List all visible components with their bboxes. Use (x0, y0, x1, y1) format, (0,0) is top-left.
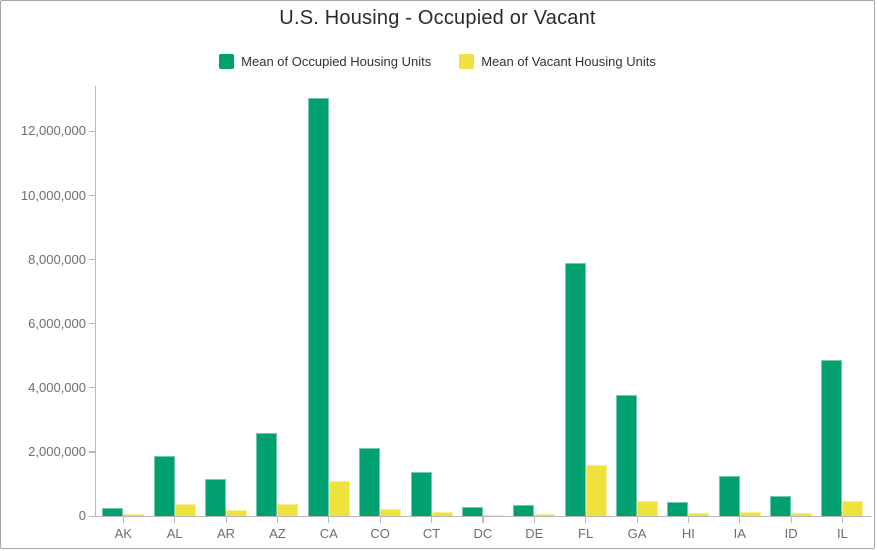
legend-item-vacant[interactable]: Mean of Vacant Housing Units (459, 54, 656, 69)
bar-IA-occupied[interactable] (718, 475, 740, 516)
bar-AR-occupied[interactable] (205, 479, 227, 516)
bar-AR-vacant[interactable] (226, 509, 248, 516)
bar-AZ-occupied[interactable] (256, 432, 278, 516)
x-axis-tick (174, 517, 176, 523)
x-axis-tick (585, 517, 587, 523)
x-axis-tick-label: CO (370, 526, 390, 541)
y-axis-tick-label: 4,000,000 (28, 379, 86, 395)
bar-HI-vacant[interactable] (688, 513, 710, 516)
x-axis-tick (431, 517, 433, 523)
x-axis-tick-label: DC (473, 526, 493, 541)
legend: Mean of Occupied Housing Units Mean of V… (1, 54, 874, 69)
bar-CT-occupied[interactable] (410, 472, 432, 516)
x-axis-tick-label: FL (578, 526, 594, 541)
bar-CT-vacant[interactable] (431, 512, 453, 516)
x-axis-tick (122, 517, 124, 523)
x-axis-tick-label: IL (837, 526, 848, 541)
y-axis-tick-label: 2,000,000 (28, 443, 86, 459)
bar-GA-occupied[interactable] (616, 394, 637, 516)
bar-FL-occupied[interactable] (564, 262, 586, 516)
y-axis-tick-label: 10,000,000 (20, 187, 86, 203)
chart-title: U.S. Housing - Occupied or Vacant (279, 7, 596, 29)
x-axis-tick (276, 517, 279, 523)
x-axis-tick-label: CT (422, 526, 441, 541)
x-axis-tick-label: GA (627, 526, 647, 541)
y-axis-tick-label: 6,000,000 (28, 315, 86, 331)
x-axis-tick-label: CA (319, 526, 338, 541)
legend-label-vacant: Mean of Vacant Housing Units (481, 54, 656, 69)
bar-AK-vacant[interactable] (123, 514, 145, 516)
y-axis-tick-label: 8,000,000 (28, 251, 86, 267)
x-axis-line (95, 515, 871, 518)
x-axis-tick (379, 517, 381, 523)
x-axis-tick-label: DE (525, 526, 544, 541)
legend-label-occupied: Mean of Occupied Housing Units (241, 54, 432, 69)
x-axis-tick (482, 517, 484, 523)
x-axis-tick (533, 517, 535, 523)
plot-area: 0 2,000,000 4,000,000 6,000,000 8,000,000 10,… (21, 86, 871, 541)
bar-DE-vacant[interactable] (534, 514, 556, 516)
x-axis-tick (790, 517, 792, 523)
legend-item-occupied[interactable]: Mean of Occupied Housing Units (219, 54, 431, 69)
x-axis-tick (687, 517, 690, 523)
bar-IL-occupied[interactable] (821, 360, 843, 516)
y-axis-line (95, 86, 97, 516)
bar-AL-occupied[interactable] (153, 456, 175, 516)
bar-AZ-vacant[interactable] (277, 503, 299, 516)
x-axis-tick-label: AK (114, 526, 132, 541)
x-axis-tick-label: ID (784, 526, 798, 541)
y-axis-tick (89, 451, 95, 453)
y-axis-tick (89, 195, 95, 197)
x-axis-tick (841, 517, 844, 523)
x-axis-tick-label: AR (217, 526, 236, 541)
bar-IL-vacant[interactable] (842, 501, 864, 516)
bar-CA-vacant[interactable] (328, 481, 350, 516)
bar-ID-vacant[interactable] (791, 513, 813, 516)
x-axis-tick-label: AL (166, 526, 183, 541)
bar-ID-occupied[interactable] (770, 495, 792, 516)
y-axis-tick-label: 0 (78, 508, 86, 523)
bar-HI-occupied[interactable] (667, 501, 689, 516)
bar-IA-vacant[interactable] (739, 511, 761, 516)
x-axis-tick (739, 517, 741, 523)
bar-GA-vacant[interactable] (637, 500, 658, 516)
y-axis-tick-label: 12,000,000 (20, 123, 86, 139)
vacant-series-swatch-icon (459, 54, 475, 69)
bar-CA-occupied[interactable] (307, 97, 329, 516)
x-axis-tick (636, 517, 638, 523)
bar-CO-occupied[interactable] (359, 447, 381, 516)
y-axis-tick (89, 259, 95, 261)
y-axis-tick (89, 130, 95, 133)
x-axis-tick (328, 517, 330, 523)
bar-CO-vacant[interactable] (380, 509, 402, 516)
bar-DC-vacant[interactable] (482, 515, 504, 516)
bar-AL-vacant[interactable] (174, 504, 196, 516)
x-axis-tick-label: AZ (269, 526, 286, 541)
bar-DC-occupied[interactable] (461, 507, 483, 516)
y-axis-tick (89, 515, 95, 517)
x-axis-tick (225, 517, 227, 523)
occupied-series-swatch-icon (219, 54, 235, 69)
x-axis-tick-label: HI (681, 526, 695, 541)
bar-FL-vacant[interactable] (585, 465, 607, 516)
y-axis-tick (89, 387, 95, 389)
bar-DE-occupied[interactable] (513, 504, 535, 516)
y-axis-tick (89, 323, 95, 325)
bar-AK-occupied[interactable] (102, 508, 124, 516)
x-axis-tick-label: IA (733, 526, 746, 541)
